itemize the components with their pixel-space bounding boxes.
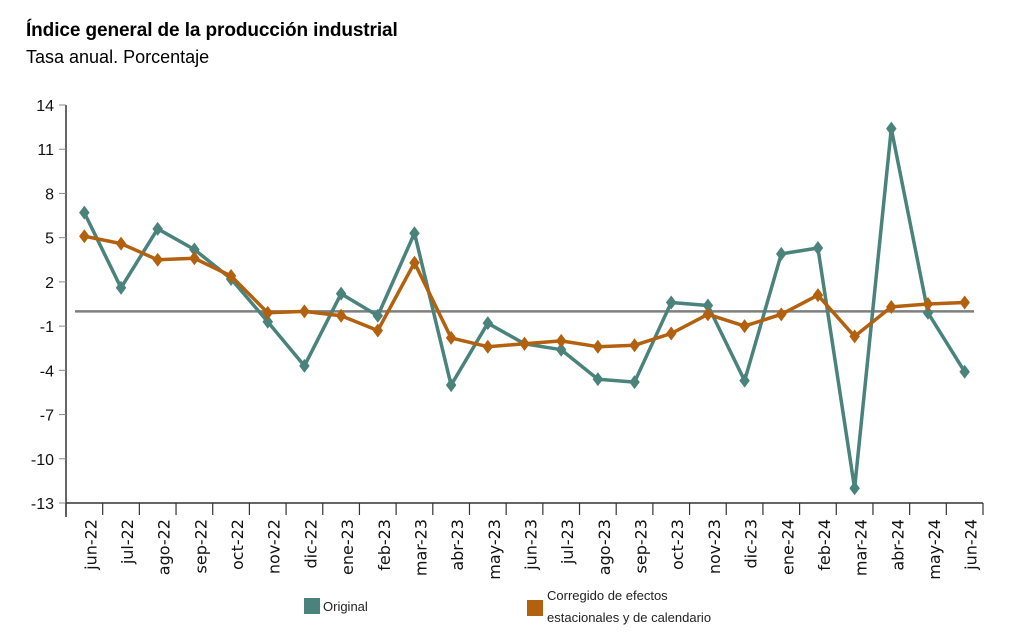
data-point-diamond <box>702 298 714 313</box>
data-point-diamond <box>812 288 824 303</box>
data-point-diamond <box>739 373 750 388</box>
data-point-diamond <box>335 286 347 301</box>
x-tick-label: nov-23 <box>705 519 724 574</box>
x-tick-label: jul-22 <box>118 519 137 565</box>
y-tick-label: -7 <box>40 408 54 425</box>
data-point-diamond <box>79 205 90 220</box>
x-tick-label: sep-23 <box>632 519 651 573</box>
data-point-diamond <box>776 307 787 322</box>
data-point-diamond <box>555 333 567 348</box>
y-tick-label: -4 <box>40 363 54 380</box>
legend-swatch-corregido <box>527 600 543 616</box>
x-tick-label: ene-23 <box>338 519 357 575</box>
data-point-diamond <box>629 375 640 390</box>
data-point-diamond <box>445 330 457 345</box>
data-point-diamond <box>592 339 604 354</box>
x-tick-label: jul-23 <box>558 519 577 565</box>
data-point-diamond <box>152 221 163 236</box>
data-point-diamond <box>922 297 934 311</box>
y-tick-label: -10 <box>31 452 54 469</box>
x-tick-label: dic-23 <box>742 519 761 569</box>
data-point-diamond <box>519 336 530 351</box>
x-tick-label: jun-23 <box>522 519 541 571</box>
data-point-diamond <box>299 358 310 373</box>
y-tick-label: -1 <box>40 319 54 336</box>
x-tick-label: jun-24 <box>962 519 981 571</box>
x-tick-label: may-23 <box>485 519 504 580</box>
data-point-diamond <box>886 121 897 136</box>
series-line <box>82 126 967 491</box>
series-layer <box>79 121 970 496</box>
data-point-diamond <box>886 299 897 314</box>
data-point-diamond <box>262 305 273 320</box>
x-tick-label: mar-24 <box>852 519 871 576</box>
x-tick-label: nov-22 <box>265 519 284 574</box>
data-point-diamond <box>409 226 420 241</box>
data-point-diamond <box>665 326 677 341</box>
data-point-diamond <box>776 246 787 261</box>
data-point-diamond <box>812 240 824 255</box>
data-point-diamond <box>739 319 750 334</box>
data-point-diamond <box>372 323 384 338</box>
data-point-diamond <box>482 339 494 354</box>
data-point-diamond <box>79 229 90 244</box>
data-point-diamond <box>959 364 970 379</box>
data-point-diamond <box>702 307 714 322</box>
series-line <box>83 234 965 349</box>
legend-label-original: Original <box>323 599 368 614</box>
x-tick-label: abr-24 <box>888 519 907 571</box>
x-tick-label: feb-24 <box>815 519 834 571</box>
data-point-diamond <box>299 304 310 319</box>
x-tick-labels: jun-22 jul-22 ago-22 sep-22 oct-22 nov-22 dic-… <box>81 519 980 580</box>
x-tick-label: abr-23 <box>448 519 467 571</box>
data-point-diamond <box>409 255 420 270</box>
y-tick-label: -13 <box>31 496 54 513</box>
x-tick-label: jun-22 <box>81 519 100 571</box>
x-tick-label: oct-23 <box>668 519 687 570</box>
x-tick-label: may-24 <box>925 519 944 580</box>
y-tick-label: 5 <box>45 231 54 248</box>
x-tick-label: ago-23 <box>595 519 614 575</box>
data-point-diamond <box>262 314 273 329</box>
chart-title: Índice general de la producción industri… <box>26 20 398 41</box>
data-point-diamond <box>849 481 860 496</box>
legend-label-corregido-line2: estacionales y de calendario <box>547 610 712 625</box>
data-point-diamond <box>189 251 200 266</box>
x-tick-label: ene-24 <box>778 519 797 575</box>
data-point-diamond <box>665 295 677 310</box>
y-tick-label: 14 <box>36 98 54 115</box>
legend-label-corregido-line1: Corregido de efectos <box>547 588 668 603</box>
x-tick-label: sep-22 <box>191 519 210 573</box>
data-point-diamond <box>482 316 494 331</box>
series-corregido <box>79 229 970 354</box>
data-point-diamond <box>189 242 200 257</box>
x-tick-label: feb-23 <box>375 519 394 571</box>
data-point-diamond <box>225 268 237 283</box>
chart-subtitle: Tasa anual. Porcentaje <box>26 47 210 67</box>
x-tick-label: oct-22 <box>228 519 247 570</box>
data-point-diamond <box>922 305 934 320</box>
data-point-diamond <box>115 236 127 251</box>
data-point-diamond <box>335 308 347 323</box>
data-point-diamond <box>592 372 604 387</box>
axes: 14 11 8 5 2 -1 -4 -7 -10 -13 <box>31 98 984 517</box>
y-tick-label: 11 <box>37 142 54 159</box>
x-tick-label: ago-22 <box>155 519 174 575</box>
data-point-diamond <box>555 342 567 357</box>
series-original <box>79 121 970 496</box>
data-point-diamond <box>445 378 457 393</box>
data-point-diamond <box>115 280 127 295</box>
data-point-diamond <box>372 308 384 323</box>
data-point-diamond <box>629 338 640 353</box>
x-tick-label: dic-22 <box>301 519 320 569</box>
y-tick-label: 8 <box>45 186 54 203</box>
x-tick-label: mar-23 <box>411 519 430 576</box>
legend-swatch-original <box>304 598 320 614</box>
data-point-diamond <box>959 295 970 310</box>
data-point-diamond <box>849 329 860 344</box>
data-point-diamond <box>152 252 163 267</box>
y-tick-label: 2 <box>45 275 54 292</box>
